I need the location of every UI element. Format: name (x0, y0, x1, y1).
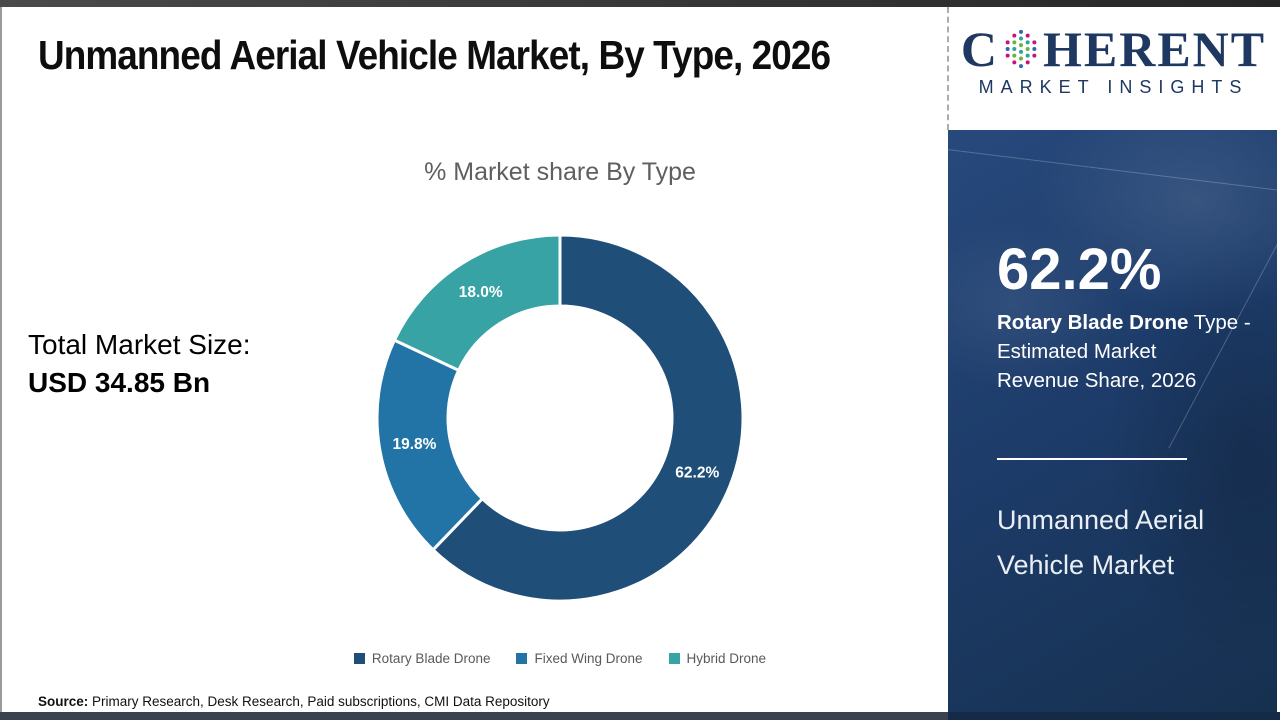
donut-data-label: 18.0% (459, 284, 503, 301)
legend-item: Hybrid Drone (668, 650, 767, 666)
map-streak-decoration (948, 144, 1277, 197)
chart-title: % Market share By Type (424, 158, 696, 186)
dashed-separator (947, 7, 949, 130)
coherent-logo: C HERENT MARKET INSIGHTS (950, 23, 1277, 98)
coherent-globe-icon (1005, 29, 1037, 69)
legend-label: Fixed Wing Drone (534, 650, 643, 666)
logo-subtitle: MARKET INSIGHTS (978, 77, 1249, 97)
total-market-size-value: USD 34.85 Bn (28, 367, 211, 398)
source-text: Primary Research, Desk Research, Paid su… (88, 694, 550, 709)
stat-segment-name: Rotary Blade Drone (997, 311, 1189, 334)
bottom-frame-bar (0, 712, 948, 720)
logo-letter-c: C (960, 21, 999, 77)
legend-item: Rotary Blade Drone (353, 650, 491, 666)
donut-data-label: 62.2% (675, 464, 719, 481)
logo-word-rest: HERENT (1042, 21, 1267, 77)
headline-stat-value: 62.2% (997, 237, 1162, 302)
page-title: Unmanned Aerial Vehicle Market, By Type,… (38, 32, 831, 78)
headline-stat-description: Rotary Blade Drone Type - Estimated Mark… (997, 311, 1251, 392)
donut-data-label: 19.8% (392, 436, 436, 453)
top-frame-bar (0, 0, 1280, 7)
donut-slice-hybrid-drone (392, 233, 562, 372)
bottom-frame-bar-sidebar (948, 712, 1280, 720)
donut-slice-rotary-blade-drone (431, 233, 745, 603)
highlight-sidebar: 62.2% Rotary Blade Drone Type - Estimate… (948, 130, 1277, 712)
legend-label: Hybrid Drone (686, 650, 767, 666)
total-market-size-block: Total Market Size: USD 34.85 Bn (28, 326, 251, 402)
legend-swatch (516, 652, 528, 664)
legend-label: Rotary Blade Drone (371, 650, 491, 666)
logo-panel: C HERENT MARKET INSIGHTS (950, 7, 1277, 130)
legend-swatch (668, 652, 680, 664)
sidebar-report-title: Unmanned Aerial Vehicle Market (997, 505, 1205, 580)
source-label: Source: (38, 694, 89, 709)
donut-slice-fixed-wing-drone (375, 338, 484, 552)
left-frame-edge (0, 7, 2, 712)
donut-chart: 62.2% 19.8% 18.0% (375, 233, 745, 603)
total-market-size-label: Total Market Size: (28, 329, 251, 360)
legend-swatch (353, 652, 365, 664)
sidebar-divider (997, 458, 1187, 460)
legend-item: Fixed Wing Drone (516, 650, 643, 666)
source-line: Source: Primary Research, Desk Research,… (38, 694, 550, 709)
logo-wordmark: C HERENT (950, 23, 1277, 75)
chart-legend: Rotary Blade Drone Fixed Wing Drone Hybrid… (100, 646, 1020, 670)
